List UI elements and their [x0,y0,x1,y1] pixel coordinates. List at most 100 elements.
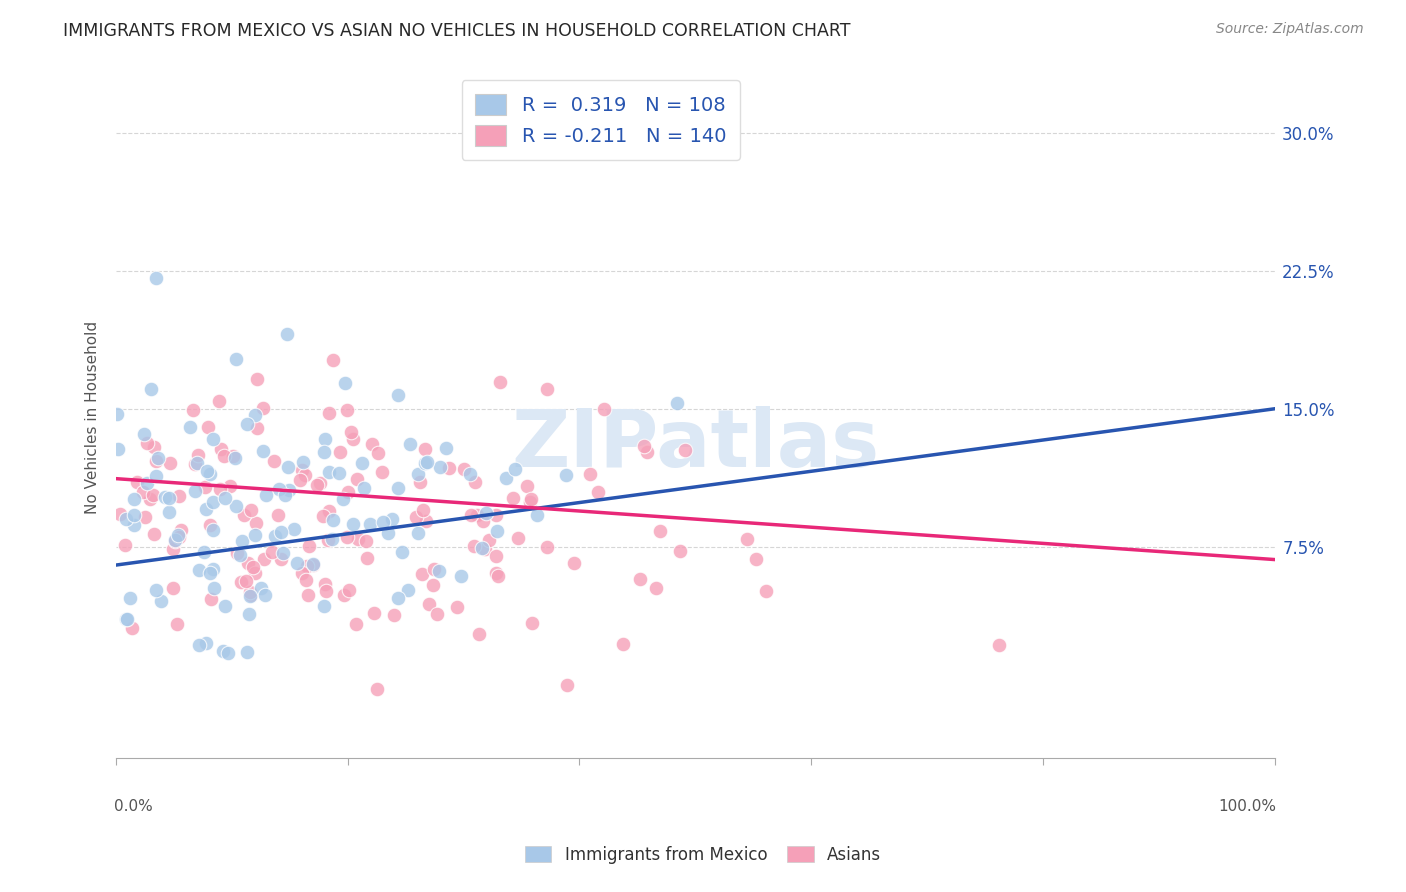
Point [150,593,173,607]
Point [463,539,485,553]
Point [224,351,246,366]
Point [283,522,305,536]
Point [253,552,276,566]
Point [274,488,297,502]
Point [146,451,169,466]
Point [252,444,274,458]
Point [238,556,260,570]
Point [231,533,253,548]
Point [429,459,451,474]
Point [142,440,165,454]
Point [755,584,778,599]
Point [366,681,388,696]
Point [408,475,430,489]
Point [446,600,468,615]
Point [243,527,266,541]
Point [235,574,257,588]
Point [294,467,316,482]
Point [673,442,696,457]
Point [460,508,482,523]
Point [302,557,325,571]
Point [187,448,209,462]
Point [145,271,167,285]
Point [578,467,600,481]
Point [253,588,276,602]
Point [157,491,180,505]
Point [181,403,204,417]
Point [636,445,658,459]
Point [239,588,262,602]
Point [665,395,688,409]
Point [352,456,374,470]
Point [246,372,269,386]
Point [298,539,321,553]
Point [170,523,193,537]
Point [117,612,139,626]
Point [328,466,350,480]
Point [225,500,247,514]
Point [187,563,209,577]
Point [486,569,509,583]
Point [328,444,350,458]
Point [295,559,318,574]
Point [322,352,344,367]
Point [418,597,440,611]
Point [312,508,335,523]
Point [239,503,262,517]
Point [526,508,548,522]
Point [337,582,360,597]
Point [291,566,314,580]
Point [465,508,488,523]
Point [381,512,404,526]
Point [184,457,207,471]
Point [474,541,496,556]
Point [318,465,340,479]
Point [305,477,328,491]
Point [464,475,486,489]
Point [411,566,433,581]
Point [648,524,671,538]
Point [367,446,389,460]
Point [145,583,167,598]
Y-axis label: No Vehicles in Household: No Vehicles in Household [86,321,100,515]
Point [391,544,413,558]
Point [229,548,252,562]
Point [744,552,766,566]
Point [291,455,314,469]
Point [260,544,283,558]
Point [340,425,363,439]
Point [162,581,184,595]
Point [115,512,138,526]
Point [468,626,491,640]
Point [485,566,508,580]
Point [516,478,538,492]
Point [458,467,481,482]
Point [212,449,235,463]
Point [157,505,180,519]
Point [478,533,501,548]
Point [159,456,181,470]
Point [202,523,225,537]
Point [200,591,222,606]
Point [162,542,184,557]
Point [134,509,156,524]
Point [254,488,277,502]
Point [270,552,292,566]
Point [363,606,385,620]
Point [222,450,245,464]
Point [342,516,364,531]
Point [502,491,524,506]
Point [239,584,262,599]
Point [396,583,419,598]
Point [167,528,190,542]
Point [110,507,132,521]
Point [555,468,578,483]
Point [243,409,266,423]
Point [356,550,378,565]
Point [198,467,221,481]
Point [269,482,291,496]
Point [471,541,494,555]
Point [668,544,690,558]
Point [225,546,247,560]
Point [229,575,252,590]
